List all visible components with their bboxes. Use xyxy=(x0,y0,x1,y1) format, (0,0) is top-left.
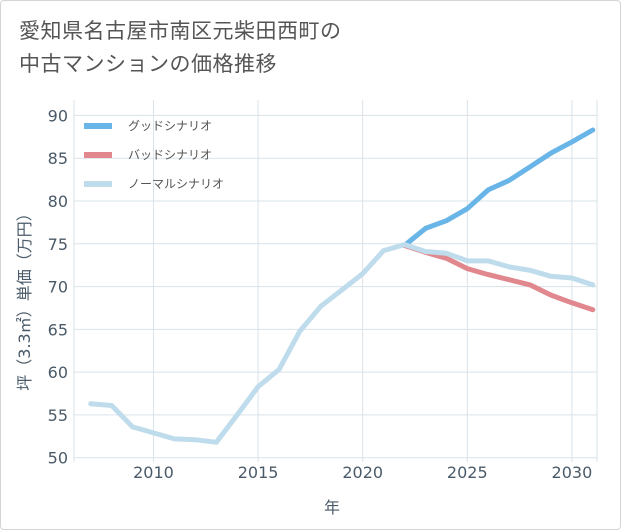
y-tick-label: 80 xyxy=(48,192,68,211)
x-tick-label: 2025 xyxy=(447,463,488,482)
x-tick-label: 2020 xyxy=(342,463,383,482)
series-lines xyxy=(88,127,596,445)
y-axis-ticks: 50 55 60 65 70 75 80 85 90 xyxy=(48,106,68,467)
chart-title: 愛知県名古屋市南区元柴田西町の 中古マンションの価格推移 xyxy=(19,15,342,81)
chart-title-line-1: 愛知県名古屋市南区元柴田西町の xyxy=(19,19,342,43)
y-tick-label: 70 xyxy=(48,278,68,297)
y-tick-label: 65 xyxy=(48,320,68,339)
series-line-bad xyxy=(402,243,596,313)
x-tick-label: 2015 xyxy=(238,463,279,482)
y-tick-label: 50 xyxy=(48,449,68,468)
chart-title-line-2: 中古マンションの価格推移 xyxy=(19,52,277,76)
legend-label-normal: ノーマルシナリオ xyxy=(128,177,224,191)
gridlines xyxy=(73,100,598,462)
series-line-good xyxy=(402,127,596,248)
x-axis-label: 年 xyxy=(324,498,340,517)
x-tick-label: 2010 xyxy=(133,463,174,482)
series-line-normal xyxy=(88,242,596,445)
y-tick-label: 90 xyxy=(48,106,68,125)
y-axis-label: 坪（3.3㎡）単価（万円） xyxy=(15,205,34,390)
x-tick-label: 2030 xyxy=(552,463,593,482)
y-tick-label: 55 xyxy=(48,406,68,425)
legend-label-bad: バッドシナリオ xyxy=(128,148,212,162)
y-tick-label: 60 xyxy=(48,363,68,382)
x-axis-ticks: 2010 2015 2020 2025 2030 xyxy=(133,463,592,482)
legend-label-good: グッドシナリオ xyxy=(128,119,212,133)
y-tick-label: 85 xyxy=(48,149,68,168)
y-tick-label: 75 xyxy=(48,235,68,254)
